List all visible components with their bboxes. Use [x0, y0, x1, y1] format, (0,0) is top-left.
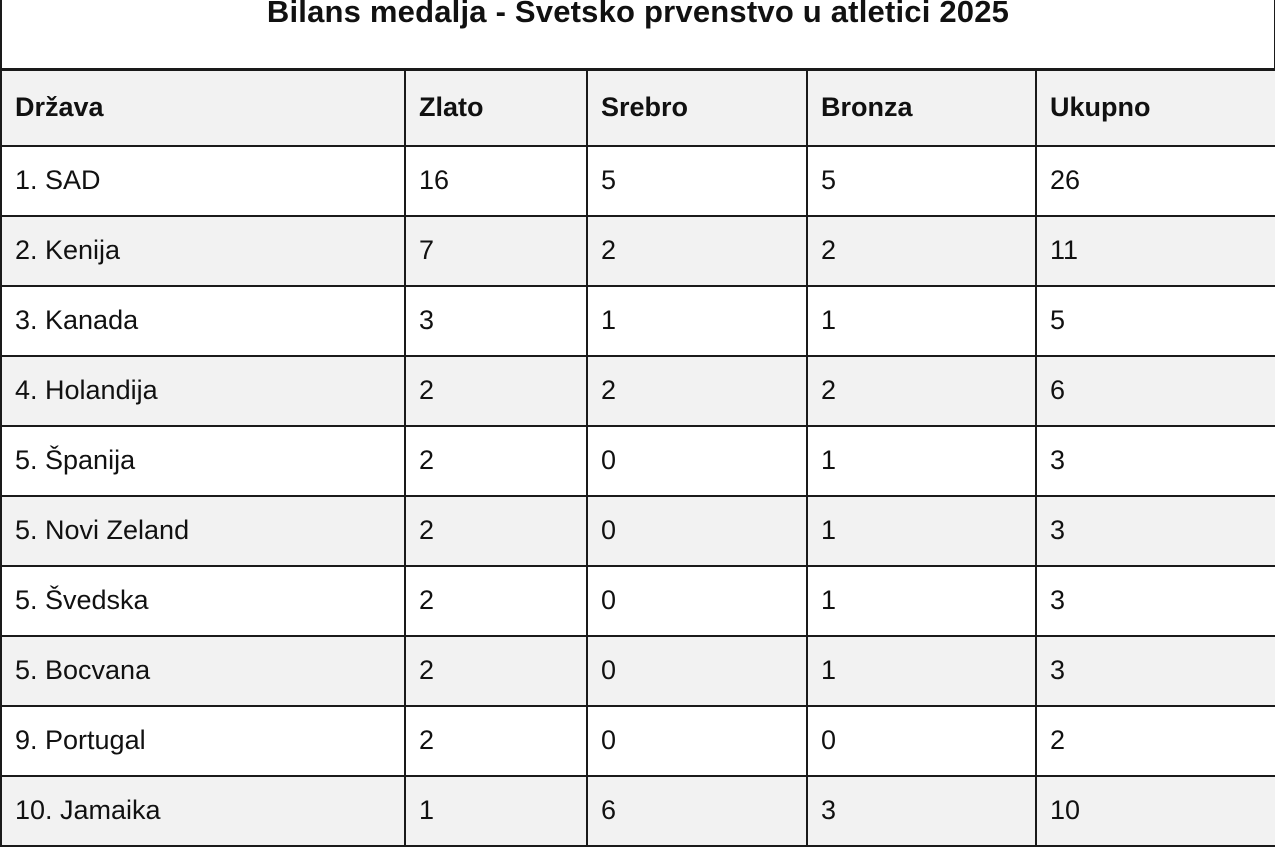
cell-gold: 7 — [404, 214, 588, 287]
cell-silver: 2 — [586, 354, 808, 427]
cell-silver: 0 — [586, 704, 808, 777]
cell-bronze: 0 — [806, 704, 1037, 777]
cell-gold: 2 — [404, 634, 588, 707]
table-row: 2. Kenija 7 2 2 11 — [0, 214, 1275, 287]
table-row: 5. Švedska 2 0 1 3 — [0, 564, 1275, 637]
cell-total: 26 — [1035, 144, 1275, 217]
cell-total: 2 — [1035, 704, 1275, 777]
cell-total: 3 — [1035, 424, 1275, 497]
cell-gold: 2 — [404, 494, 588, 567]
cell-total: 6 — [1035, 354, 1275, 427]
cell-country: 9. Portugal — [0, 704, 406, 777]
cell-country: 5. Bocvana — [0, 634, 406, 707]
cell-gold: 1 — [404, 774, 588, 847]
cell-silver: 0 — [586, 564, 808, 637]
cell-country: 4. Holandija — [0, 354, 406, 427]
cell-silver: 5 — [586, 144, 808, 217]
table-row: 10. Jamaika 1 6 3 10 — [0, 774, 1275, 847]
cell-silver: 0 — [586, 494, 808, 567]
table-row: 1. SAD 16 5 5 26 — [0, 144, 1275, 217]
header-bronze: Bronza — [806, 68, 1037, 147]
cell-country: 5. Švedska — [0, 564, 406, 637]
cell-bronze: 1 — [806, 284, 1037, 357]
cell-gold: 3 — [404, 284, 588, 357]
cell-country: 5. Španija — [0, 424, 406, 497]
medal-table: Država Zlato Srebro Bronza Ukupno 1. SAD… — [0, 68, 1275, 847]
cell-gold: 2 — [404, 564, 588, 637]
cell-silver: 0 — [586, 634, 808, 707]
cell-bronze: 1 — [806, 424, 1037, 497]
cell-bronze: 1 — [806, 564, 1037, 637]
title-box: Bilans medalja - Svetsko prvenstvo u atl… — [0, 0, 1275, 68]
cell-bronze: 5 — [806, 144, 1037, 217]
cell-gold: 2 — [404, 704, 588, 777]
table-row: 3. Kanada 3 1 1 5 — [0, 284, 1275, 357]
header-total: Ukupno — [1035, 68, 1275, 147]
table-row: 5. Bocvana 2 0 1 3 — [0, 634, 1275, 707]
cell-bronze: 2 — [806, 354, 1037, 427]
cell-country: 5. Novi Zeland — [0, 494, 406, 567]
cell-silver: 2 — [586, 214, 808, 287]
cell-bronze: 1 — [806, 634, 1037, 707]
cell-bronze: 1 — [806, 494, 1037, 567]
cell-silver: 6 — [586, 774, 808, 847]
cell-country: 3. Kanada — [0, 284, 406, 357]
header-gold: Zlato — [404, 68, 588, 147]
table-header-row: Država Zlato Srebro Bronza Ukupno — [0, 68, 1275, 147]
cell-bronze: 3 — [806, 774, 1037, 847]
cell-total: 10 — [1035, 774, 1275, 847]
cell-total: 3 — [1035, 564, 1275, 637]
cell-silver: 0 — [586, 424, 808, 497]
cell-country: 1. SAD — [0, 144, 406, 217]
table-row: 9. Portugal 2 0 0 2 — [0, 704, 1275, 777]
cell-total: 3 — [1035, 494, 1275, 567]
header-country: Država — [0, 68, 406, 147]
cell-total: 11 — [1035, 214, 1275, 287]
header-silver: Srebro — [586, 68, 808, 147]
table-row: 5. Španija 2 0 1 3 — [0, 424, 1275, 497]
table-row: 5. Novi Zeland 2 0 1 3 — [0, 494, 1275, 567]
cell-silver: 1 — [586, 284, 808, 357]
cell-country: 10. Jamaika — [0, 774, 406, 847]
page-title: Bilans medalja - Svetsko prvenstvo u atl… — [266, 0, 1010, 29]
cell-total: 5 — [1035, 284, 1275, 357]
table-row: 4. Holandija 2 2 2 6 — [0, 354, 1275, 427]
cell-gold: 16 — [404, 144, 588, 217]
cell-total: 3 — [1035, 634, 1275, 707]
cell-gold: 2 — [404, 354, 588, 427]
cell-bronze: 2 — [806, 214, 1037, 287]
cell-country: 2. Kenija — [0, 214, 406, 287]
cell-gold: 2 — [404, 424, 588, 497]
